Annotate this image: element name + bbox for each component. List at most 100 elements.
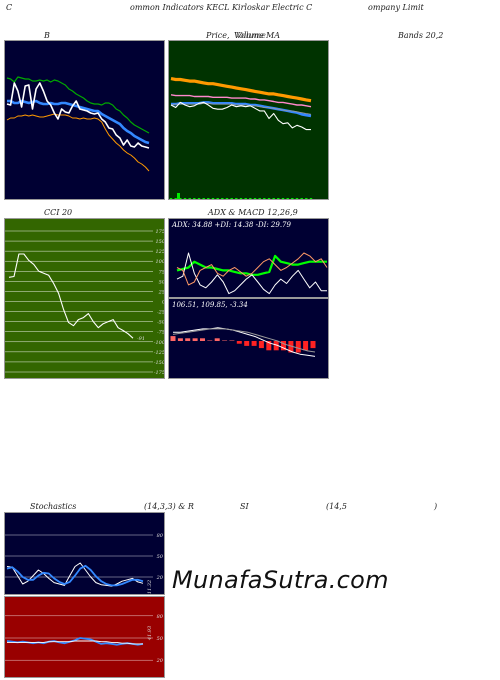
volume-bar [291,198,294,199]
pv-ma_long-line [170,77,312,103]
rsi-series-line-1 [7,640,143,645]
volume-bar [179,198,182,199]
volume-bar [286,198,289,199]
cci-tick-label: 0 [162,300,165,306]
volume-bar [221,198,224,199]
macd-histogram-bar [192,338,198,341]
volume-bar [267,198,271,199]
volume-bar [207,198,210,199]
macd-histogram-bar [177,338,183,341]
cci-tick-label: 175 [155,229,165,235]
macd-histogram-bar [273,341,279,351]
volume-bar [183,198,187,199]
volume-bar [295,198,299,199]
stoch-tick-label: 20 [156,575,164,581]
rsi-tick-label: 50 [157,636,164,642]
cci-tick-label: 100 [155,259,165,265]
bb-lower-line [6,113,150,172]
volume-bar [211,198,215,199]
bollinger-chart [6,76,150,172]
bb-upper-line [6,76,150,134]
volume-bar [244,198,247,199]
macd-series-line-0 [173,327,316,357]
macd-readout: 106.51, 109.85, -3.34 [172,301,248,309]
cci-tick-label: 25 [158,289,165,295]
macd-histogram-bar [222,340,228,341]
volume-bar [174,198,177,199]
stoch-title-b: (14,3,3) & R [144,502,194,511]
volume-bar-spike [177,193,180,199]
price-ma-chart [169,77,313,199]
macd-histogram-bar [303,341,309,351]
volume-bar [309,198,313,199]
macd-histogram-bar [266,341,272,351]
macd-chart [170,327,316,357]
cci-tick-label: -75 [157,330,165,336]
cci-tick-label: -50 [157,320,165,326]
bands-title: Bands 20,2 [398,31,444,40]
stoch-title-a: Stochastics [30,502,77,511]
stoch-series-line-1 [6,564,144,587]
pv-price-line [170,101,311,131]
watermark: MunafaSutra.com [172,566,389,594]
cci-tick-label: -25 [157,310,165,316]
volume-bar [216,198,219,199]
pv-ma_gray-line [170,102,312,115]
bb-price-line [6,82,150,149]
volume-bar [305,198,308,199]
rsi-tick-label: 80 [157,614,164,620]
volume-bar [258,198,261,199]
volume-bar [188,198,191,199]
rsi-value-label: 41.93 [147,626,153,641]
volume-bar [300,198,303,199]
adx-series-line-2 [176,252,328,286]
adx-series-line-1 [176,252,327,295]
macd-histogram-bar [281,341,286,351]
pv-title-price: Price, [206,31,230,40]
pv-ma_mid-line [170,94,312,108]
cci-value-label: -91 [137,336,145,342]
adx-title: ADX & MACD 12,26,9 [208,208,298,217]
price-ma-panel [168,40,329,200]
cci-tick-label: -125 [154,350,165,356]
macd-histogram-bar [170,336,176,341]
macd-histogram-bar [207,340,213,341]
macd-histogram-bar [214,338,220,341]
volume-bar [281,198,285,199]
volume-bar [272,198,275,199]
rsi-tick-label: 20 [156,658,164,664]
rsi-panel: 80 50 20 41.93 [4,596,165,678]
pv-title-ma: MA [266,31,280,40]
bb-title: B [44,31,50,40]
macd-histogram-bar [288,341,294,353]
macd-histogram-bar [258,341,264,349]
volume-bar [225,198,229,199]
cci-tick-label: 150 [155,239,165,245]
volume-bar [230,198,233,199]
volume-bar [169,198,173,199]
macd-histogram-bar [310,341,316,349]
cci-tick-label: -175 [154,370,165,376]
cci-tick-label: 75 [159,269,165,275]
stoch-title-d: (14,5 [326,502,347,511]
cci-tick-label: -100 [154,340,165,346]
adx-chart [176,252,328,295]
stoch-value-label: 11.32 [147,580,153,594]
pv-title-volume-b: Volume [236,31,266,40]
cci-tick-label: 125 [155,249,165,255]
cci-tick-label: 50 [159,279,165,285]
volume-bar [277,198,280,199]
volume-bar [249,198,252,199]
cci-line [8,253,134,339]
stoch-panel: 80 50 20 11.32 [4,512,165,595]
volume-bar [253,198,257,199]
volume-bar [235,198,238,199]
stoch-title-c: SI [240,502,249,511]
stoch-tick-label: 50 [157,554,164,560]
bb-middle-line [7,99,150,145]
pv-title-volume-a: Volume [234,31,264,40]
header-title: ommon Indicators KECL Kirloskar Electric… [130,3,313,12]
volume-bar [263,198,266,199]
macd-histogram-bar [251,341,257,346]
